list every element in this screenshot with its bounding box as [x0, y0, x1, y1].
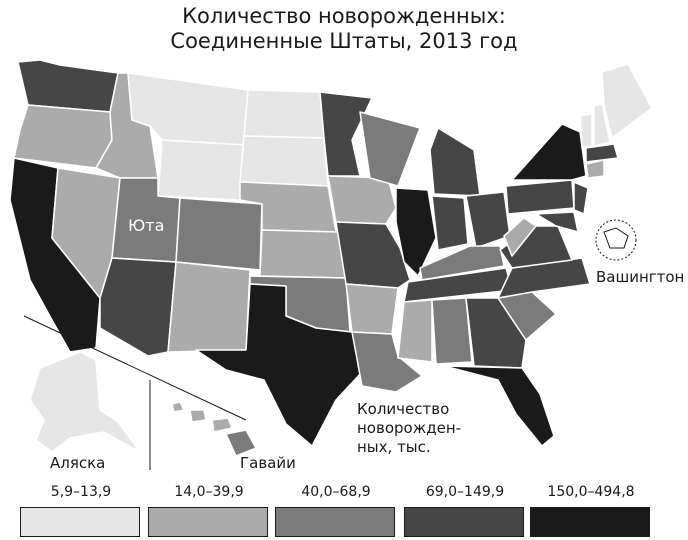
state-washington[interactable] [17, 59, 119, 113]
label-washington-dc: Вашингтон [596, 268, 685, 286]
state-wyoming[interactable] [157, 139, 245, 201]
state-west-virginia[interactable] [503, 217, 537, 257]
state-vermont[interactable] [579, 113, 593, 149]
legend-unit-line-2: новорожден- [357, 419, 462, 437]
state-indiana[interactable] [431, 195, 469, 251]
state-ohio[interactable] [465, 191, 511, 249]
label-hawaii: Гавайи [240, 454, 296, 472]
state-maryland[interactable] [535, 211, 579, 233]
state-pennsylvania[interactable] [505, 179, 575, 215]
legend-range: 14,0–39,9 [174, 484, 244, 500]
state-connecticut[interactable] [585, 159, 605, 179]
us-map [9, 59, 653, 470]
state-mississippi[interactable] [397, 299, 433, 363]
state-massachusetts[interactable] [585, 143, 619, 163]
state-louisiana[interactable] [351, 331, 423, 393]
legend-item: 69,0–149,9 [402, 484, 528, 537]
alaska-inset-divider [23, 315, 247, 421]
state-hawaii-1[interactable] [171, 401, 185, 413]
state-kentucky[interactable] [419, 245, 505, 281]
state-michigan[interactable] [429, 127, 481, 197]
state-georgia[interactable] [465, 297, 527, 369]
state-maine[interactable] [601, 63, 653, 139]
state-hawaii-3[interactable] [211, 417, 233, 433]
map-title: Количество новорожденных: Соединенные Шт… [0, 4, 688, 54]
legend-item: 150,0–494,8 [528, 484, 654, 537]
state-arizona[interactable] [99, 257, 177, 357]
legend-swatch [20, 507, 140, 537]
state-hawaii-2[interactable] [189, 409, 207, 423]
legend-swatch [148, 507, 268, 537]
legend-range: 150,0–494,8 [547, 484, 635, 500]
state-alaska[interactable] [29, 351, 141, 453]
map-title-line-2: Соединенные Штаты, 2013 год [170, 29, 518, 53]
state-colorado[interactable] [175, 197, 263, 271]
label-utah: Юта [128, 216, 165, 235]
legend-swatch [275, 507, 395, 537]
legend-range: 5,9–13,9 [50, 484, 112, 500]
state-north-dakota[interactable] [243, 89, 325, 139]
state-new-hampshire[interactable] [593, 103, 611, 147]
state-south-dakota[interactable] [239, 135, 329, 187]
legend-range: 40,0–68,9 [301, 484, 371, 500]
state-hawaii-4[interactable] [225, 429, 257, 457]
state-minnesota[interactable] [319, 91, 373, 177]
washington-dc-callout [595, 219, 637, 261]
state-florida[interactable] [443, 365, 555, 447]
state-new-mexico[interactable] [167, 261, 251, 353]
state-arkansas[interactable] [345, 283, 399, 335]
washington-dc-shape [603, 227, 629, 249]
legend-item: 40,0–68,9 [273, 484, 399, 537]
state-new-york[interactable] [511, 123, 587, 181]
state-oregon[interactable] [13, 104, 113, 169]
legend-swatch [530, 507, 650, 537]
state-texas[interactable] [195, 283, 363, 447]
legend-swatch [404, 507, 524, 537]
state-kansas[interactable] [259, 229, 347, 279]
label-alaska: Аляска [50, 454, 106, 472]
legend-unit-line-3: ных, тыс. [357, 438, 431, 456]
legend-unit-line-1: Количество [357, 400, 450, 418]
state-illinois[interactable] [395, 187, 437, 277]
state-alabama[interactable] [431, 297, 473, 365]
legend-range: 69,0–149,9 [425, 484, 505, 500]
legend: 5,9–13,9 14,0–39,9 40,0–68,9 69,0–149,9 … [0, 484, 688, 540]
legend-item: 5,9–13,9 [18, 484, 144, 537]
legend-item: 14,0–39,9 [146, 484, 272, 537]
legend-unit-label: Количество новорожден- ных, тыс. [357, 400, 467, 457]
state-wisconsin[interactable] [359, 111, 421, 187]
map-title-line-1: Количество новорожденных: [182, 4, 506, 28]
state-new-jersey[interactable] [573, 181, 589, 215]
